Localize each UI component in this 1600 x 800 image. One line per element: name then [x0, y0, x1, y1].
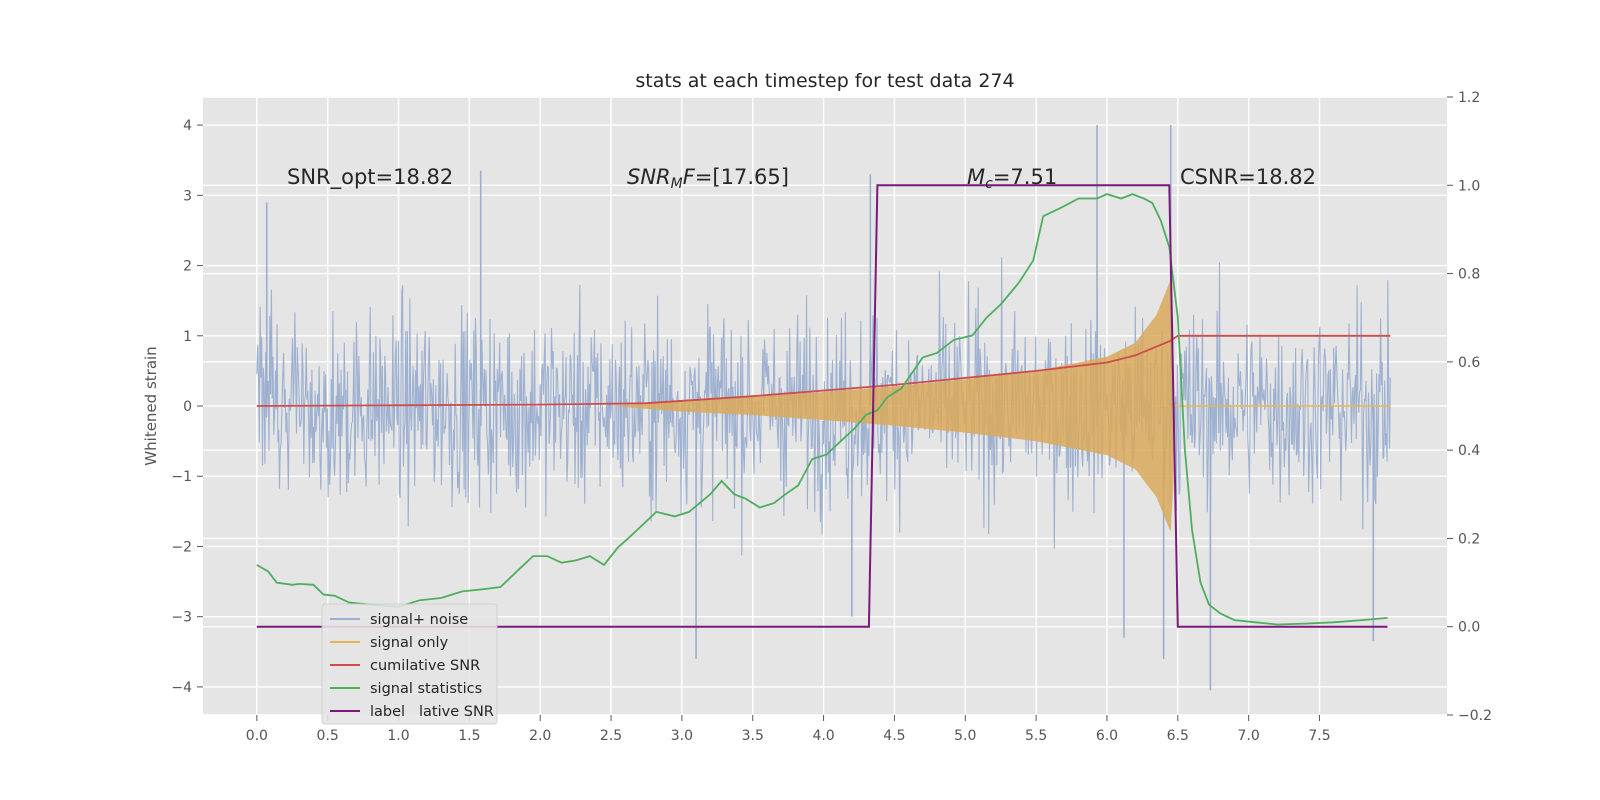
x-tick-label: 4.5 [883, 728, 905, 744]
legend-box [321, 603, 498, 725]
annotation-snr-mf-rest: F=[17.65] [683, 165, 789, 189]
x-tick-label: 1.0 [387, 728, 409, 744]
y-axis-label: Whitened strain [142, 346, 160, 465]
y2-tick-label: −0.2 [1458, 708, 1492, 724]
y-tick-label: 0 [183, 399, 192, 415]
x-tick-label: 6.0 [1096, 728, 1118, 744]
annotation-snr-mf-rest-value: =[17.65] [695, 165, 789, 189]
annotation-csnr: CSNR=18.82 [1180, 165, 1316, 189]
x-tick-label: 3.5 [742, 728, 764, 744]
y2-tick-label: 1.2 [1458, 90, 1480, 106]
annotation-mc-rest: =7.51 [993, 165, 1057, 189]
legend-label: signal statistics [370, 681, 482, 697]
annotation-mc-sub: c [985, 176, 993, 192]
annotation-snr-opt: SNR_opt=18.82 [287, 165, 453, 190]
y-tick-label: 2 [183, 259, 192, 275]
annotation-snr-mf: SNRMF=[17.65] [627, 165, 789, 192]
x-tick-label: 0.0 [246, 728, 268, 744]
x-tick-label: 2.0 [529, 728, 551, 744]
x-tick-label: 1.5 [458, 728, 480, 744]
y2-tick-label: 0.4 [1458, 443, 1480, 459]
annotation-mc-main: M [967, 165, 985, 189]
label-line [256, 184, 1388, 628]
signal-noise-line [256, 257, 1391, 556]
x-tick-label: 5.0 [954, 728, 976, 744]
y-tick-label: −2 [171, 539, 192, 555]
chart-title: stats at each timestep for test data 274 [635, 70, 1014, 92]
signal-statistics-line [256, 193, 1388, 626]
series-group [256, 125, 1391, 691]
x-tick-label: 5.5 [1025, 728, 1047, 744]
x-tick-label: 3.0 [671, 728, 693, 744]
x-tick-label: 4.0 [812, 728, 834, 744]
x-tick-label: 2.5 [600, 728, 622, 744]
x-tick-label: 7.0 [1238, 728, 1260, 744]
y-tick-label: −1 [171, 469, 192, 485]
x-tick-label: 7.5 [1308, 728, 1330, 744]
y2-tick-label: 1.0 [1458, 178, 1480, 194]
y2-tick-label: 0.6 [1458, 355, 1480, 371]
y-tick-label: 4 [183, 118, 192, 134]
y-tick-label: 1 [183, 329, 192, 345]
y2-tick-label: 0.8 [1458, 267, 1480, 283]
legend-ghost-visible: lative SNR [419, 704, 494, 720]
x-tick-label: 0.5 [317, 728, 339, 744]
annotation-snr-mf-main: SNR [627, 165, 671, 189]
y2-tick-label: 0.2 [1458, 531, 1480, 547]
legend-label: signal+ noise [370, 612, 468, 628]
y-tick-label: 3 [183, 188, 192, 204]
y-tick-label: −4 [171, 680, 192, 696]
legend-label: cumilative SNR [370, 658, 480, 674]
y-tick-label: −3 [171, 610, 192, 626]
x-tick-label: 6.5 [1167, 728, 1189, 744]
signal-only-envelope [611, 280, 1174, 532]
legend: signal+ noise signal only cumilative SNR si… [321, 603, 498, 725]
annotation-mc: Mc=7.51 [967, 165, 1057, 192]
legend-label: signal only [370, 635, 449, 651]
annotation-snr-mf-sub: M [671, 176, 683, 192]
annotation-snr-mf-rest-F: F [683, 165, 696, 189]
legend-label: label [370, 704, 405, 720]
y2-tick-label: 0.0 [1458, 620, 1480, 636]
